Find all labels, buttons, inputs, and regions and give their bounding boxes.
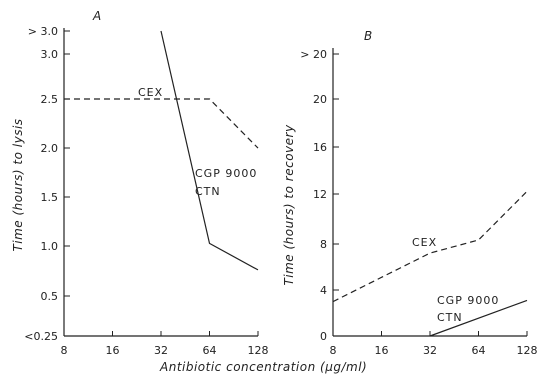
panel-a-y-ticks: <0.25 0.5 1.0 1.5 2.0 2.5 3.0 > 3.0: [24, 25, 70, 343]
panel-b-x-tick-label: 128: [517, 344, 538, 357]
panel-a-x-ticks: 8 16 32 64 128: [61, 331, 269, 357]
panel-a-x-tick-label: 32: [154, 344, 168, 357]
panel-b-y-axis-label: Time (hours) to recovery: [282, 124, 296, 286]
panel-a-ctn-label: CTN: [195, 185, 221, 198]
panel-a-cex-label: CEX: [138, 86, 163, 99]
panel-a-series-cgp-9000-ctn: [160, 30, 259, 271]
panel-b-cgp-label: CGP 9000: [437, 294, 499, 307]
panel-b-x-tick-label: 16: [375, 344, 389, 357]
panel-a-x-tick-label: 8: [61, 344, 68, 357]
panel-a-y-tick-label: 1.5: [41, 191, 59, 204]
panel-b-x-tick-label: 8: [330, 344, 337, 357]
panel-b-y-tick-label: 0: [320, 330, 327, 343]
panel-b-y-tick-label: 16: [313, 141, 327, 154]
panel-b: B Time (hours) to recovery 0 4 8 12 16 20 > 20…: [282, 29, 538, 357]
panel-a: A Time (hours) to lysis <0.25 0.5 1.0 1.5 2.…: [11, 9, 269, 357]
panel-b-y-tick-label: 12: [313, 188, 327, 201]
panel-a-y-tick-label: 2.0: [41, 142, 59, 155]
x-axis-label: Antibiotic concentration (µg/ml): [159, 360, 367, 374]
panel-a-y-tick-label: > 3.0: [28, 25, 58, 38]
panel-b-x-tick-label: 64: [472, 344, 486, 357]
panel-b-ctn-label: CTN: [437, 311, 463, 324]
panel-b-series-cgp-9000-ctn: [429, 299, 528, 337]
panel-b-cex-label: CEX: [412, 236, 437, 249]
panel-a-x-tick-label: 16: [106, 344, 120, 357]
panel-b-y-tick-label: 20: [313, 93, 327, 106]
panel-a-y-axis-label: Time (hours) to lysis: [11, 118, 25, 251]
panel-a-label: A: [92, 9, 101, 23]
panel-a-x-tick-label: 64: [203, 344, 217, 357]
panel-b-series-cex: [332, 190, 528, 303]
panel-a-y-tick-label: 3.0: [41, 48, 59, 61]
panel-b-y-tick-label: 4: [320, 284, 327, 297]
panel-b-x-ticks: 8 16 32 64 128: [330, 331, 538, 357]
panel-b-series: [332, 190, 528, 337]
panel-a-series: [64, 30, 259, 271]
panel-b-label: B: [364, 29, 372, 43]
panel-a-y-tick-label: <0.25: [24, 330, 58, 343]
panel-a-cgp-label: CGP 9000: [195, 167, 257, 180]
panel-b-y-tick-label: > 20: [300, 48, 327, 61]
panel-a-y-tick-label: 1.0: [41, 240, 59, 253]
panel-a-x-tick-label: 128: [248, 344, 269, 357]
panel-a-y-tick-label: 2.5: [41, 93, 59, 106]
panel-b-y-tick-label: 8: [320, 238, 327, 251]
panel-a-series-cex: [64, 98, 259, 149]
panel-a-y-tick-label: 0.5: [41, 290, 59, 303]
panel-b-x-tick-label: 32: [423, 344, 437, 357]
panel-b-y-ticks: 0 4 8 12 16 20 > 20: [300, 48, 339, 343]
